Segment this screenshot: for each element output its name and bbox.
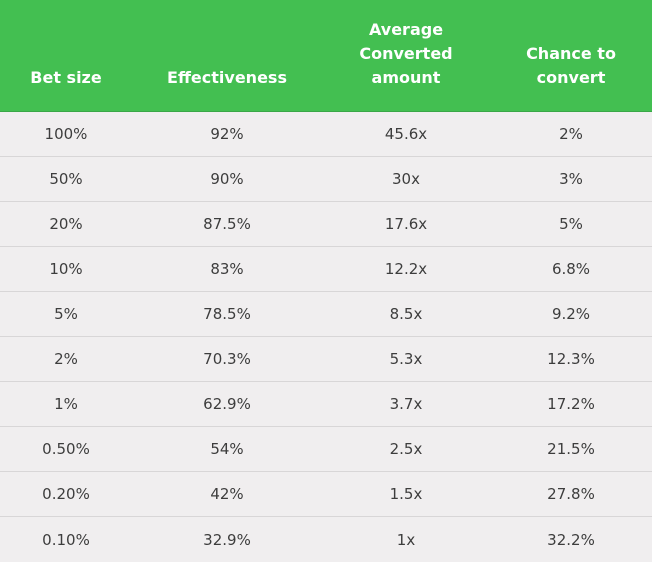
table-row: 5% 78.5% 8.5x 9.2% xyxy=(0,292,652,337)
cell-chance-to-convert: 12.3% xyxy=(547,350,595,368)
table-row: 0.20% 42% 1.5x 27.8% xyxy=(0,472,652,517)
cell-chance-to-convert: 6.8% xyxy=(551,260,591,278)
cell-effectiveness: 62.9% xyxy=(203,395,251,413)
cell-average-converted-amount: 12.2x xyxy=(384,260,428,278)
cell-effectiveness: 70.3% xyxy=(203,350,251,368)
cell-chance-to-convert: 21.5% xyxy=(547,440,595,458)
cell-average-converted-amount: 45.6x xyxy=(384,125,428,143)
cell-effectiveness: 92% xyxy=(210,125,244,143)
cell-effectiveness: 78.5% xyxy=(203,305,251,323)
table-row: 1% 62.9% 3.7x 17.2% xyxy=(0,382,652,427)
cell-average-converted-amount: 3.7x xyxy=(389,395,423,413)
cell-chance-to-convert: 17.2% xyxy=(547,395,595,413)
table-header: Bet size Effectiveness Average Converted… xyxy=(0,0,652,112)
cell-average-converted-amount: 2.5x xyxy=(389,440,423,458)
cell-chance-to-convert: 27.8% xyxy=(547,485,595,503)
cell-bet-size: 50% xyxy=(49,170,83,188)
header-average-converted-amount: Average Converted amount xyxy=(359,20,453,87)
table-row: 20% 87.5% 17.6x 5% xyxy=(0,202,652,247)
table-row: 0.10% 32.9% 1x 32.2% xyxy=(0,517,652,562)
cell-bet-size: 0.50% xyxy=(42,440,90,458)
cell-bet-size: 0.10% xyxy=(42,530,90,549)
cell-average-converted-amount: 1x xyxy=(396,530,416,549)
cell-average-converted-amount: 8.5x xyxy=(389,305,423,323)
header-chance-to-convert: Chance to convert xyxy=(526,44,616,87)
table-row: 2% 70.3% 5.3x 12.3% xyxy=(0,337,652,382)
cell-bet-size: 1% xyxy=(54,395,78,413)
cell-average-converted-amount: 5.3x xyxy=(389,350,423,368)
cell-effectiveness: 32.9% xyxy=(203,530,251,549)
cell-effectiveness: 90% xyxy=(210,170,244,188)
cell-effectiveness: 54% xyxy=(210,440,244,458)
cell-effectiveness: 87.5% xyxy=(203,215,251,233)
header-bet-size: Bet size xyxy=(30,68,102,87)
header-effectiveness: Effectiveness xyxy=(167,68,287,87)
cell-bet-size: 100% xyxy=(44,125,88,143)
cell-bet-size: 0.20% xyxy=(42,485,90,503)
table-row: 100% 92% 45.6x 2% xyxy=(0,112,652,157)
table-row: 10% 83% 12.2x 6.8% xyxy=(0,247,652,292)
table-body: 100% 92% 45.6x 2% 50% 90% 30x 3% 20% 87.… xyxy=(0,112,652,562)
table-row: 0.50% 54% 2.5x 21.5% xyxy=(0,427,652,472)
cell-bet-size: 5% xyxy=(54,305,78,323)
cell-bet-size: 2% xyxy=(54,350,78,368)
cell-average-converted-amount: 1.5x xyxy=(389,485,423,503)
cell-effectiveness: 42% xyxy=(210,485,244,503)
cell-average-converted-amount: 30x xyxy=(392,170,420,188)
cell-chance-to-convert: 32.2% xyxy=(547,530,595,549)
cell-bet-size: 20% xyxy=(49,215,83,233)
cell-chance-to-convert: 3% xyxy=(559,170,583,188)
cell-bet-size: 10% xyxy=(49,260,83,278)
cell-chance-to-convert: 9.2% xyxy=(551,305,591,323)
cell-average-converted-amount: 17.6x xyxy=(384,215,428,233)
table-row: 50% 90% 30x 3% xyxy=(0,157,652,202)
cell-chance-to-convert: 2% xyxy=(559,125,583,143)
cell-chance-to-convert: 5% xyxy=(559,215,583,233)
cell-effectiveness: 83% xyxy=(210,260,244,278)
